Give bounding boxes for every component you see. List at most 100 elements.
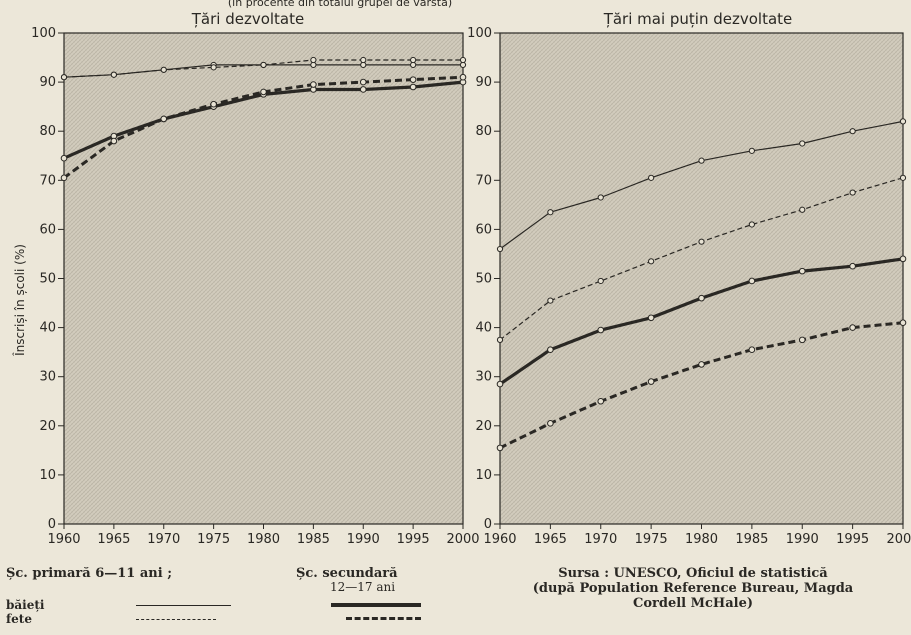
legend-swatch-secondary-boys: [331, 603, 421, 607]
x-tick-label: 1970: [147, 532, 180, 547]
header-fragment: (în procente din totalul grupei de vârst…: [228, 0, 452, 9]
y-tick-label: 20: [475, 419, 492, 434]
data-point: [359, 86, 367, 93]
y-tick-label: 50: [39, 272, 56, 287]
data-point: [798, 267, 806, 275]
data-point: [899, 255, 907, 263]
data-point: [409, 83, 417, 91]
series-line: [63, 59, 463, 78]
data-point: [648, 258, 655, 265]
data-point: [110, 137, 118, 145]
data-point: [698, 294, 705, 302]
data-point: [459, 73, 467, 81]
legend-swatch-primary-boys: [136, 605, 231, 606]
y-tick-label: 20: [39, 419, 56, 434]
x-tick-label: 1995: [397, 532, 430, 547]
data-point: [60, 74, 68, 81]
data-point: [547, 346, 554, 353]
y-tick-label: 40: [475, 321, 492, 336]
data-point: [849, 324, 856, 331]
data-point: [899, 319, 907, 326]
y-tick-label: 0: [484, 517, 492, 532]
data-point: [597, 397, 605, 405]
legend-girls-label: fete: [6, 612, 32, 626]
x-tick-label: 2000: [886, 532, 911, 547]
data-point: [409, 76, 417, 83]
data-point: [260, 61, 267, 69]
legend-secondary-label: Șc. secundară: [296, 566, 398, 581]
y-tick-label: 70: [39, 173, 56, 188]
data-point: [496, 380, 504, 388]
x-tick-label: 1990: [786, 532, 819, 547]
y-tick-label: 80: [475, 124, 492, 139]
source-line-2: (după Population Reference Bureau, Magda: [532, 581, 854, 596]
x-tick-label: 2000: [446, 532, 479, 547]
data-point: [160, 66, 167, 73]
y-tick-label: 90: [475, 75, 492, 90]
y-tick-label: 60: [475, 222, 492, 237]
x-tick-label: 1980: [685, 532, 718, 547]
data-point: [899, 174, 907, 181]
plot-area: [63, 32, 464, 525]
y-tick-label: 30: [475, 370, 492, 385]
y-tick-label: 50: [475, 272, 492, 287]
data-point: [799, 140, 806, 147]
y-axis-label: Înscriși în școli (%): [12, 244, 27, 357]
x-tick-label: 1985: [297, 532, 330, 547]
data-point: [310, 81, 317, 88]
source-line-3: Cordell McHale): [632, 596, 753, 611]
legend-secondary-age: 12—17 ani: [330, 580, 396, 594]
data-point: [310, 56, 317, 64]
y-tick-label: 70: [475, 173, 492, 188]
data-point: [547, 420, 554, 427]
data-point: [748, 277, 756, 285]
legend: Șc. primară 6—11 ani ; Șc. secundară 12—…: [6, 566, 476, 626]
chart-panel-developed: Țări dezvoltate 0 10 20 30 40 50 60 70 80 90 100 196…: [31, 10, 479, 547]
x-tick-label: 1960: [47, 532, 80, 547]
data-point: [698, 157, 705, 164]
y-tick-label: 90: [39, 75, 56, 90]
chart-title: Țări mai puțin dezvoltate: [603, 10, 793, 28]
legend-primary-label: Șc. primară 6—11 ani ;: [6, 566, 173, 581]
chart-panel-less-developed: Țări mai puțin dezvoltate 0 10 20 30 40 50 60 70…: [467, 10, 911, 547]
data-point: [359, 78, 367, 86]
data-point: [210, 100, 217, 108]
data-point: [60, 174, 68, 182]
legend-swatch-primary-girls: [136, 619, 216, 620]
y-tick-label: 10: [39, 468, 56, 483]
x-tick-label: 1990: [347, 532, 380, 547]
x-tick-label: 1980: [247, 532, 280, 547]
x-tick-label: 1975: [635, 532, 668, 547]
data-point: [160, 115, 168, 123]
data-point: [748, 221, 755, 228]
x-tick-label: 1995: [836, 532, 869, 547]
y-tick-label: 10: [475, 468, 492, 483]
data-point: [748, 346, 756, 353]
data-point: [260, 88, 267, 96]
data-point: [698, 238, 705, 245]
data-point: [60, 154, 68, 162]
series-line: [63, 75, 464, 180]
data-point: [899, 118, 907, 125]
data-point: [210, 64, 217, 71]
data-point: [496, 444, 504, 452]
data-point: [597, 277, 604, 285]
y-tick-label: 100: [31, 26, 56, 41]
x-tick-label: 1975: [197, 532, 230, 547]
data-point: [648, 174, 655, 181]
data-point: [748, 147, 755, 154]
data-point: [597, 194, 604, 201]
data-point: [849, 189, 856, 196]
x-tick-label: 1960: [483, 532, 516, 547]
data-point: [647, 378, 655, 385]
x-tick-label: 1965: [534, 532, 567, 547]
legend-boys-label: băieți: [6, 598, 45, 612]
y-tick-label: 0: [48, 517, 56, 532]
y-tick-label: 100: [467, 26, 492, 41]
data-point: [496, 245, 504, 253]
data-point: [798, 336, 806, 344]
data-point: [647, 314, 655, 322]
y-tick-label: 60: [39, 222, 56, 237]
data-point: [547, 297, 554, 304]
data-point: [597, 326, 605, 334]
